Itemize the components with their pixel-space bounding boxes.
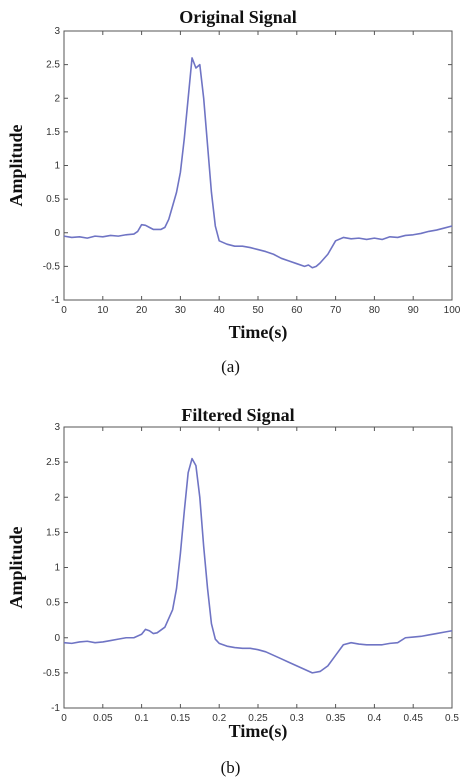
y-tick-label-a: -0.5 bbox=[43, 261, 61, 272]
x-tick-label-a: 30 bbox=[175, 305, 187, 316]
y-tick-label-b: 0 bbox=[54, 633, 60, 644]
y-tick-label-a: 0 bbox=[54, 228, 60, 239]
x-tick-label-b: 0.05 bbox=[93, 713, 113, 724]
y-tick-label-b: 1.5 bbox=[46, 527, 60, 538]
y-tick-label-a: 2 bbox=[54, 93, 60, 104]
x-tick-label-b: 0.25 bbox=[248, 713, 268, 724]
y-tick-label-a: 3 bbox=[54, 26, 60, 37]
series-line-b bbox=[63, 457, 453, 674]
y-tick-label-b: 2.5 bbox=[46, 457, 60, 468]
x-tick-label-a: 40 bbox=[214, 305, 226, 316]
x-tick-label-b: 0.2 bbox=[212, 713, 226, 724]
x-tick-label-b: 0.3 bbox=[290, 713, 304, 724]
x-tick-label-b: 0.4 bbox=[367, 713, 381, 724]
caption-a: (a) bbox=[221, 357, 240, 376]
y-tick-label-b: 3 bbox=[54, 422, 60, 433]
x-tick-label-b: 0.15 bbox=[171, 713, 191, 724]
y-tick-label-b: -1 bbox=[51, 703, 60, 714]
y-tick-label-a: -1 bbox=[51, 295, 60, 306]
y-tick-label-b: 0.5 bbox=[46, 598, 60, 609]
x-tick-label-a: 60 bbox=[291, 305, 303, 316]
y-tick-label-a: 1 bbox=[54, 161, 60, 172]
plot-frame-a bbox=[63, 30, 453, 301]
chart-title-a: Original Signal bbox=[179, 7, 297, 27]
x-tick-label-b: 0.1 bbox=[135, 713, 149, 724]
y-tick-label-b: 1 bbox=[54, 563, 60, 574]
x-tick-label-b: 0.5 bbox=[445, 713, 459, 724]
x-tick-label-a: 90 bbox=[408, 305, 420, 316]
x-tick-label-a: 20 bbox=[136, 305, 148, 316]
x-tick-label-a: 80 bbox=[369, 305, 381, 316]
caption-b: (b) bbox=[220, 758, 241, 777]
x-axis-label-a: Time(s) bbox=[229, 322, 288, 343]
x-tick-label-b: 0 bbox=[61, 713, 67, 724]
x-tick-label-a: 0 bbox=[61, 305, 67, 316]
y-tick-label-a: 0.5 bbox=[46, 194, 60, 205]
x-tick-label-a: 100 bbox=[444, 305, 461, 316]
x-axis-label-b: Time(s) bbox=[229, 721, 288, 742]
y-tick-label-b: -0.5 bbox=[43, 668, 61, 679]
x-tick-label-b: 0.45 bbox=[403, 713, 423, 724]
chart-title-b: Filtered Signal bbox=[181, 405, 294, 425]
y-axis-label-a: Amplitude bbox=[6, 124, 26, 206]
x-tick-label-b: 0.35 bbox=[326, 713, 346, 724]
y-tick-label-a: 2.5 bbox=[46, 60, 60, 71]
y-tick-label-b: 2 bbox=[54, 492, 60, 503]
x-tick-label-a: 50 bbox=[252, 305, 264, 316]
y-axis-label-b: Amplitude bbox=[6, 526, 26, 608]
x-tick-label-a: 70 bbox=[330, 305, 342, 316]
plot-frame-b bbox=[63, 426, 453, 709]
x-tick-label-a: 10 bbox=[97, 305, 109, 316]
series-line-a bbox=[63, 57, 453, 269]
y-tick-label-a: 1.5 bbox=[46, 127, 60, 138]
